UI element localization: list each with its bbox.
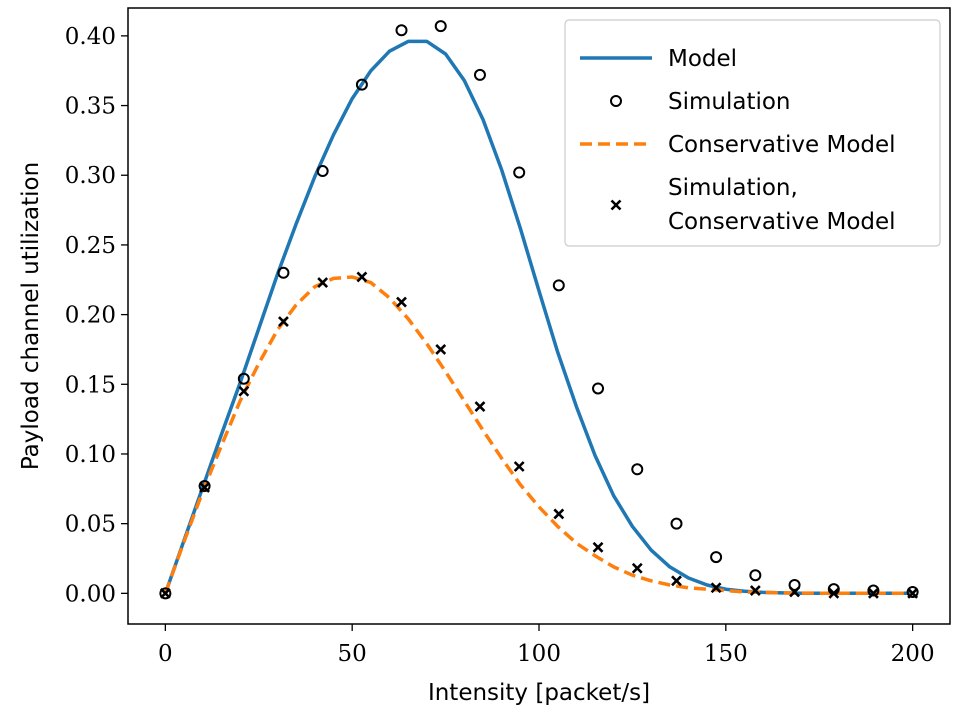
- conservative-simulation-point: [159, 587, 171, 599]
- legend-label: Simulation: [668, 89, 791, 115]
- x-tick-label: 200: [891, 641, 935, 667]
- series-markers: [159, 20, 919, 600]
- simulation-point: [670, 517, 683, 530]
- simulation-point: [749, 569, 762, 582]
- simulation-point: [867, 584, 880, 597]
- simulation-point: [710, 551, 723, 564]
- x-axis-label: Intensity [packet/s]: [428, 680, 650, 706]
- series-lines: [163, 39, 913, 596]
- plot-frame: [127, 7, 951, 625]
- legend: Model Simulation Conservative Model Simulat…: [564, 19, 941, 247]
- y-tick-label: 0.20: [65, 303, 116, 329]
- x-tick-labels: 0 50 100 150 200: [158, 641, 935, 667]
- simulation-point: [316, 165, 329, 178]
- simulation-point: [513, 166, 526, 179]
- y-tick-label: 0.30: [65, 163, 116, 189]
- x-tick-marks: [164, 624, 914, 631]
- conservative-simulation-point: [435, 344, 447, 355]
- legend-box: [564, 19, 941, 247]
- y-tick-label: 0.05: [65, 512, 116, 538]
- y-tick-labels: 0.00 0.05 0.10 0.15 0.20 0.25 0.30 0.35 0.40: [65, 24, 116, 607]
- simulation-point: [631, 463, 644, 476]
- conservative-simulation-point: [474, 401, 486, 413]
- conservative-simulation-point: [828, 587, 840, 599]
- simulation-point: [592, 382, 605, 395]
- conservative-simulation-point: [671, 575, 682, 587]
- conservative-simulation-point: [513, 461, 525, 472]
- simulation-point: [552, 279, 565, 292]
- conservative-simulation-point: [867, 587, 879, 599]
- y-tick-label: 0.35: [65, 94, 116, 120]
- simulation-point: [473, 68, 486, 81]
- legend-label: Simulation,: [668, 175, 798, 201]
- simulation-point: [906, 585, 919, 598]
- y-tick-label: 0.15: [65, 372, 116, 398]
- x-tick-label: 0: [158, 641, 173, 667]
- y-tick-marks: [121, 35, 128, 594]
- conservative-simulation-point: [749, 585, 761, 596]
- conservative-simulation-point: [592, 541, 604, 553]
- conservative-simulation-point: [317, 277, 329, 288]
- conservative-simulation-point: [553, 508, 565, 520]
- y-tick-label: 0.10: [65, 442, 116, 468]
- y-tick-label: 0.00: [65, 581, 116, 607]
- legend-swatch: [610, 95, 622, 107]
- x-tick-label: 150: [704, 641, 748, 667]
- y-axis-label: Payload channel utilization: [18, 162, 44, 470]
- conservative-simulation-point: [631, 562, 643, 574]
- conservative-simulation-point: [789, 586, 800, 598]
- legend-label: Model: [668, 46, 737, 72]
- legend-label: Conservative Model: [668, 132, 896, 158]
- conservative-simulation-point: [238, 385, 250, 397]
- simulation-point: [237, 372, 250, 385]
- y-tick-label: 0.25: [65, 233, 116, 259]
- conservative-simulation-point: [356, 271, 368, 283]
- conservative-simulation-point: [278, 316, 289, 327]
- simulation-point: [277, 266, 290, 279]
- x-tick-label: 50: [338, 641, 367, 667]
- simulation-point: [355, 78, 368, 91]
- conservative-simulation-point: [396, 296, 407, 308]
- conservative-model-line: [163, 275, 913, 596]
- legend-swatch: [610, 199, 622, 211]
- simulation-point: [198, 480, 211, 493]
- conservative-simulation-point: [199, 482, 211, 493]
- simulation-point: [395, 24, 408, 37]
- x-tick-label: 100: [517, 641, 561, 667]
- legend-label: Conservative Model: [668, 209, 896, 235]
- simulation-point: [788, 578, 801, 591]
- y-tick-label: 0.40: [65, 24, 116, 50]
- simulation-point: [434, 20, 447, 33]
- simulation-point: [159, 587, 172, 600]
- conservative-simulation-point: [907, 587, 919, 599]
- conservative-simulation-point: [710, 582, 722, 594]
